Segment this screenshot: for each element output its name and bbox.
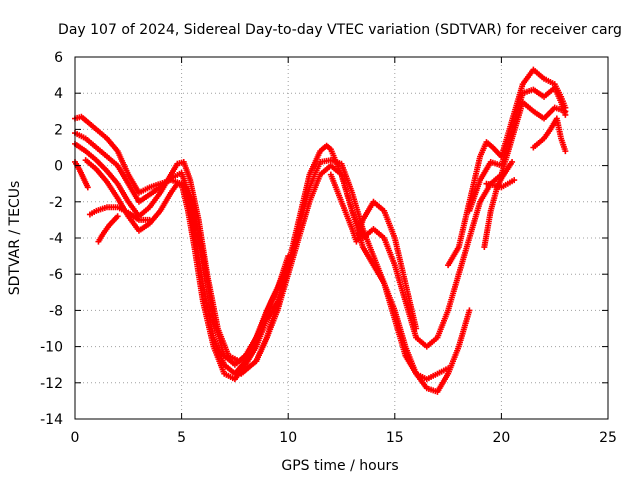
data-point bbox=[511, 177, 518, 184]
grid bbox=[75, 57, 608, 419]
data-point bbox=[562, 111, 569, 118]
series-line bbox=[240, 145, 470, 393]
x-tick-label: 15 bbox=[386, 430, 404, 446]
data-point bbox=[466, 307, 473, 314]
series-trace-10 bbox=[274, 99, 569, 350]
data-point bbox=[146, 216, 153, 223]
series-trace-7 bbox=[95, 213, 121, 245]
data-point bbox=[84, 184, 91, 191]
series-trace-16 bbox=[530, 115, 569, 155]
series-trace-6 bbox=[86, 204, 153, 223]
axis-ticks bbox=[74, 56, 609, 420]
y-tick-label: -4 bbox=[49, 231, 63, 247]
data-point bbox=[253, 334, 260, 341]
y-tick-label: -6 bbox=[49, 267, 63, 283]
x-tick-label: 10 bbox=[279, 430, 297, 446]
plot-area bbox=[72, 66, 569, 395]
series-trace-15 bbox=[483, 177, 518, 191]
y-tick-label: 0 bbox=[54, 159, 63, 175]
chart-title: Day 107 of 2024, Sidereal Day-to-day VTE… bbox=[58, 22, 622, 38]
data-point bbox=[413, 325, 420, 332]
y-tick-label: 4 bbox=[54, 86, 63, 102]
series-trace-11 bbox=[327, 171, 420, 332]
data-point bbox=[114, 213, 121, 220]
y-tick-label: -2 bbox=[49, 195, 63, 211]
y-tick-label: 6 bbox=[54, 50, 63, 66]
x-tick-label: 25 bbox=[599, 430, 617, 446]
x-tick-labels: 0 5 10 15 20 25 bbox=[71, 430, 617, 446]
x-tick-label: 20 bbox=[492, 430, 510, 446]
y-tick-label: -10 bbox=[40, 340, 63, 356]
y-tick-label: -14 bbox=[40, 412, 63, 428]
y-tick-labels: -14 -12 -10 -8 -6 -4 -2 0 2 4 6 bbox=[40, 50, 63, 428]
data-point bbox=[562, 148, 569, 155]
x-tick-label: 5 bbox=[177, 430, 186, 446]
series-line bbox=[276, 101, 566, 348]
series-trace-13 bbox=[466, 84, 569, 214]
x-axis-label: GPS time / hours bbox=[281, 458, 398, 474]
x-tick-label: 0 bbox=[71, 430, 80, 446]
y-tick-label: -8 bbox=[49, 303, 63, 319]
series-trace-8 bbox=[238, 142, 473, 395]
y-axis-label: SDTVAR / TECUs bbox=[7, 181, 23, 296]
data-point bbox=[445, 365, 452, 372]
y-tick-label: -12 bbox=[40, 376, 63, 392]
series-trace-4 bbox=[82, 157, 260, 368]
y-tick-label: 2 bbox=[54, 122, 63, 138]
data-point bbox=[509, 158, 516, 165]
plot-frame bbox=[74, 56, 609, 420]
